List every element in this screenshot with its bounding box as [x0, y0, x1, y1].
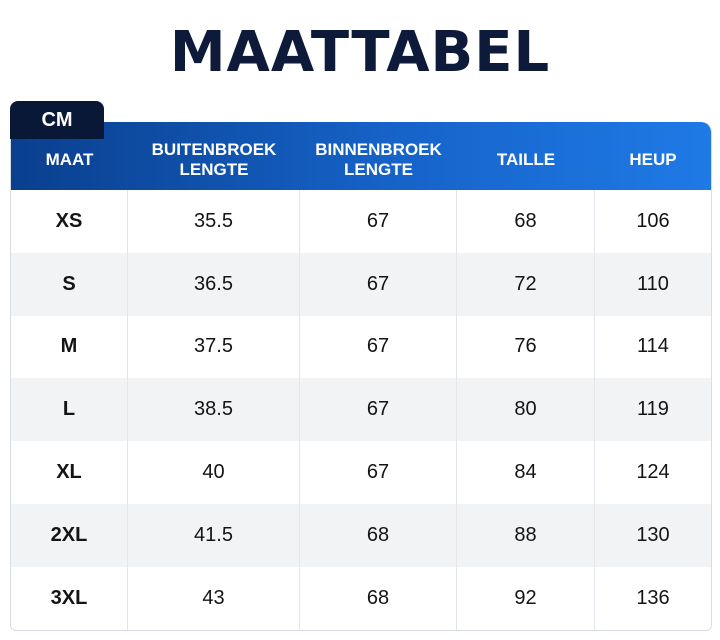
- cell-size: S: [11, 252, 128, 316]
- table-row: 3XL 43 68 92 136: [11, 566, 711, 630]
- table-row: L 38.5 67 80 119: [11, 378, 711, 442]
- table-row: S 36.5 67 72 110: [11, 252, 711, 316]
- cell-inseam: 67: [300, 378, 457, 442]
- table-row: M 37.5 67 76 114: [11, 315, 711, 379]
- table-body: XS 35.5 67 68 106 S 36.5 67 72 110 M 37.5 67 76 114 L 38…: [11, 190, 711, 630]
- cell-outseam: 38.5: [128, 378, 300, 442]
- cell-hip: 110: [637, 272, 669, 295]
- cell-hip: 119: [637, 398, 669, 421]
- cell-size: L: [11, 378, 128, 442]
- header-outseam-label: BUITENBROEK LENGTE: [151, 140, 277, 179]
- header-size: MAAT: [45, 150, 94, 169]
- cell-outseam: 43: [128, 566, 300, 630]
- cell-waist: 88: [457, 503, 595, 567]
- table-row: XL 40 67 84 124: [11, 441, 711, 504]
- cell-outseam: 41.5: [128, 503, 300, 567]
- cell-inseam: 67: [300, 190, 457, 253]
- header-hip: HEUP: [629, 150, 677, 169]
- header-inseam: BINNENBROEK LENGTE: [300, 122, 457, 190]
- cell-inseam: 67: [300, 441, 457, 504]
- cell-size: XL: [11, 441, 128, 504]
- cell-hip: 124: [636, 461, 670, 484]
- cell-waist: 76: [457, 315, 595, 379]
- cell-outseam: 37.5: [128, 315, 300, 379]
- table-header: MAAT BUITENBROEK LENGTE BINNENBROEK LENGTE…: [11, 122, 711, 190]
- unit-badge: CM: [10, 101, 104, 139]
- cell-size: XS: [11, 190, 128, 253]
- cell-hip: 106: [636, 209, 670, 232]
- cell-waist: 72: [457, 252, 595, 316]
- cell-waist: 92: [457, 566, 595, 630]
- table-row: 2XL 41.5 68 88 130: [11, 503, 711, 567]
- cell-outseam: 36.5: [128, 252, 300, 316]
- cell-hip: 130: [636, 523, 670, 546]
- cell-inseam: 68: [300, 566, 457, 630]
- table-row: XS 35.5 67 68 106: [11, 190, 711, 253]
- cell-inseam: 67: [300, 315, 457, 379]
- cell-size: M: [11, 315, 128, 379]
- cell-size: 2XL: [11, 503, 128, 567]
- header-waist: TAILLE: [496, 150, 556, 169]
- cell-inseam: 67: [300, 252, 457, 316]
- cell-waist: 80: [457, 378, 595, 442]
- cell-size: 3XL: [11, 566, 128, 630]
- cell-hip: 136: [636, 586, 670, 609]
- size-table: MAAT BUITENBROEK LENGTE BINNENBROEK LENGTE…: [10, 122, 712, 631]
- cell-inseam: 68: [300, 503, 457, 567]
- cell-outseam: 35.5: [128, 190, 300, 253]
- header-outseam: BUITENBROEK LENGTE: [128, 122, 300, 190]
- page-title: MAATTABEL: [169, 20, 551, 85]
- cell-waist: 68: [457, 190, 595, 253]
- cell-hip: 114: [637, 335, 669, 358]
- cell-waist: 84: [457, 441, 595, 504]
- cell-outseam: 40: [128, 441, 300, 504]
- header-inseam-label: BINNENBROEK LENGTE: [315, 140, 442, 179]
